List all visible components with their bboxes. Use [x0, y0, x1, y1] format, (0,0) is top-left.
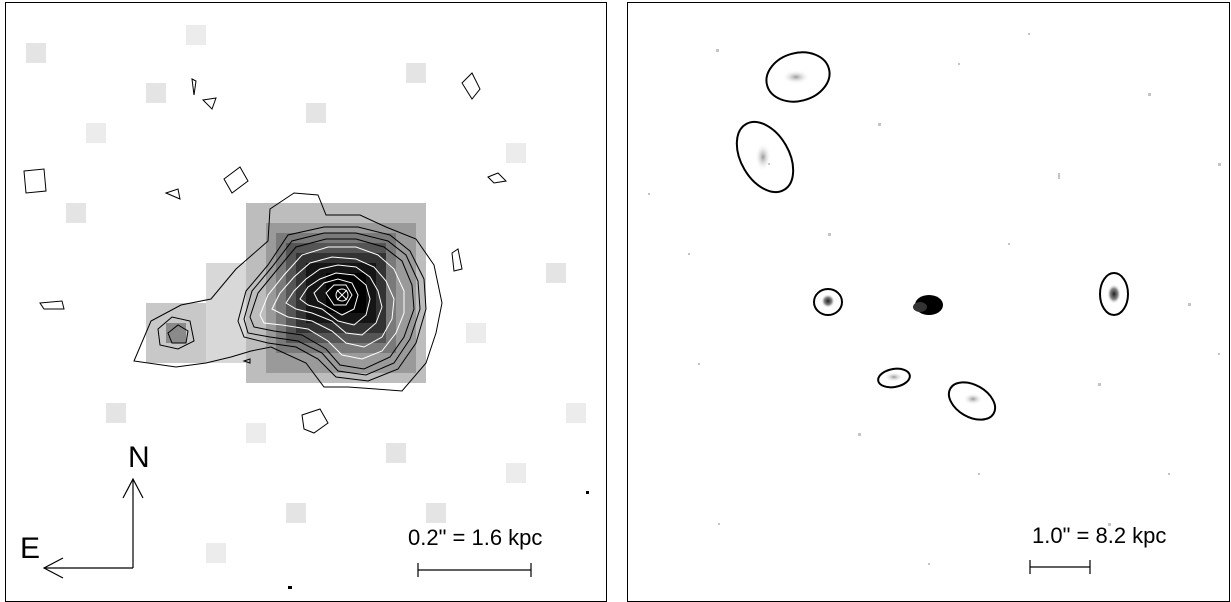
- galaxy-emission-pixels: [146, 203, 426, 383]
- right-panel-field-image: 1.0" = 8.2 kpc: [627, 2, 1230, 602]
- compass-arrows: [42, 477, 144, 579]
- scale-bar-right: [1029, 560, 1091, 574]
- right-panel-canvas: [648, 33, 1221, 574]
- source-lower-2: [963, 393, 983, 405]
- left-panel-canvas: [23, 25, 589, 589]
- scale-bar-left-label: 0.2" = 1.6 kpc: [408, 525, 543, 550]
- source-right: [1107, 284, 1121, 304]
- left-panel-contour-image: N E 0.2" = 1.6 kpc: [5, 2, 607, 602]
- source-lower-1: [884, 372, 904, 382]
- contour-lines-inner: [259, 246, 405, 360]
- aperture-ellipses: [735, 51, 1129, 421]
- source-faint-1: [782, 70, 810, 84]
- compass-north-label: N: [128, 441, 150, 474]
- scale-bar-right-label: 1.0" = 8.2 kpc: [1032, 523, 1167, 548]
- contour-lines-outer: [133, 192, 443, 392]
- scale-bar-left: [417, 563, 532, 577]
- speck: [288, 586, 292, 589]
- source-faint-2: [755, 143, 771, 171]
- compass-east-label: E: [20, 532, 41, 565]
- noise-contours: [23, 72, 508, 434]
- speck: [586, 491, 589, 494]
- source-small: [821, 294, 835, 308]
- background-noise-pixels: [26, 25, 586, 563]
- central-source-tail: [913, 302, 927, 312]
